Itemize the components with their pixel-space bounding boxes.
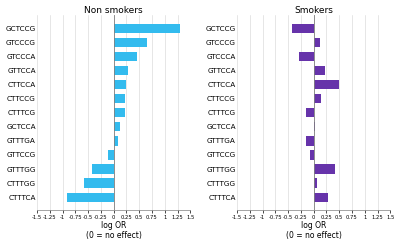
Bar [306,136,314,146]
X-axis label: log OR
(0 = no effect): log OR (0 = no effect) [86,221,142,240]
Bar [114,122,120,132]
Bar [108,150,114,160]
Bar [292,24,314,33]
Bar [306,108,314,118]
Bar [314,165,335,174]
Bar [114,24,180,33]
Bar [114,136,118,146]
Bar [67,193,114,202]
Bar [314,66,325,75]
Title: Non smokers: Non smokers [84,6,143,15]
Bar [114,38,147,47]
Bar [84,179,114,188]
Bar [314,80,339,89]
Bar [314,193,328,202]
Bar [114,94,125,104]
Title: Smokers: Smokers [294,6,333,15]
Bar [314,122,315,132]
Bar [310,150,314,160]
Bar [314,179,317,188]
Bar [114,80,126,89]
Bar [114,108,125,118]
Bar [314,94,321,104]
Bar [114,52,137,61]
Bar [300,52,314,61]
X-axis label: log OR
(0 = no effect): log OR (0 = no effect) [286,221,342,240]
Bar [114,66,128,75]
Bar [92,165,114,174]
Bar [314,38,320,47]
